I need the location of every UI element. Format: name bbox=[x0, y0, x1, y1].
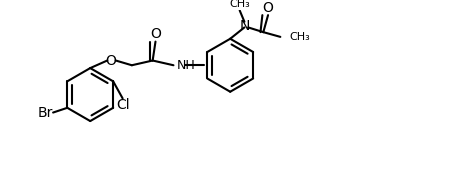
Text: O: O bbox=[106, 54, 117, 68]
Text: O: O bbox=[263, 1, 273, 15]
Text: NH: NH bbox=[176, 59, 195, 72]
Text: Cl: Cl bbox=[116, 98, 130, 112]
Text: CH₃: CH₃ bbox=[290, 32, 311, 42]
Text: Br: Br bbox=[38, 106, 53, 120]
Text: N: N bbox=[239, 18, 249, 32]
Text: O: O bbox=[150, 27, 161, 41]
Text: CH₃: CH₃ bbox=[229, 0, 250, 9]
